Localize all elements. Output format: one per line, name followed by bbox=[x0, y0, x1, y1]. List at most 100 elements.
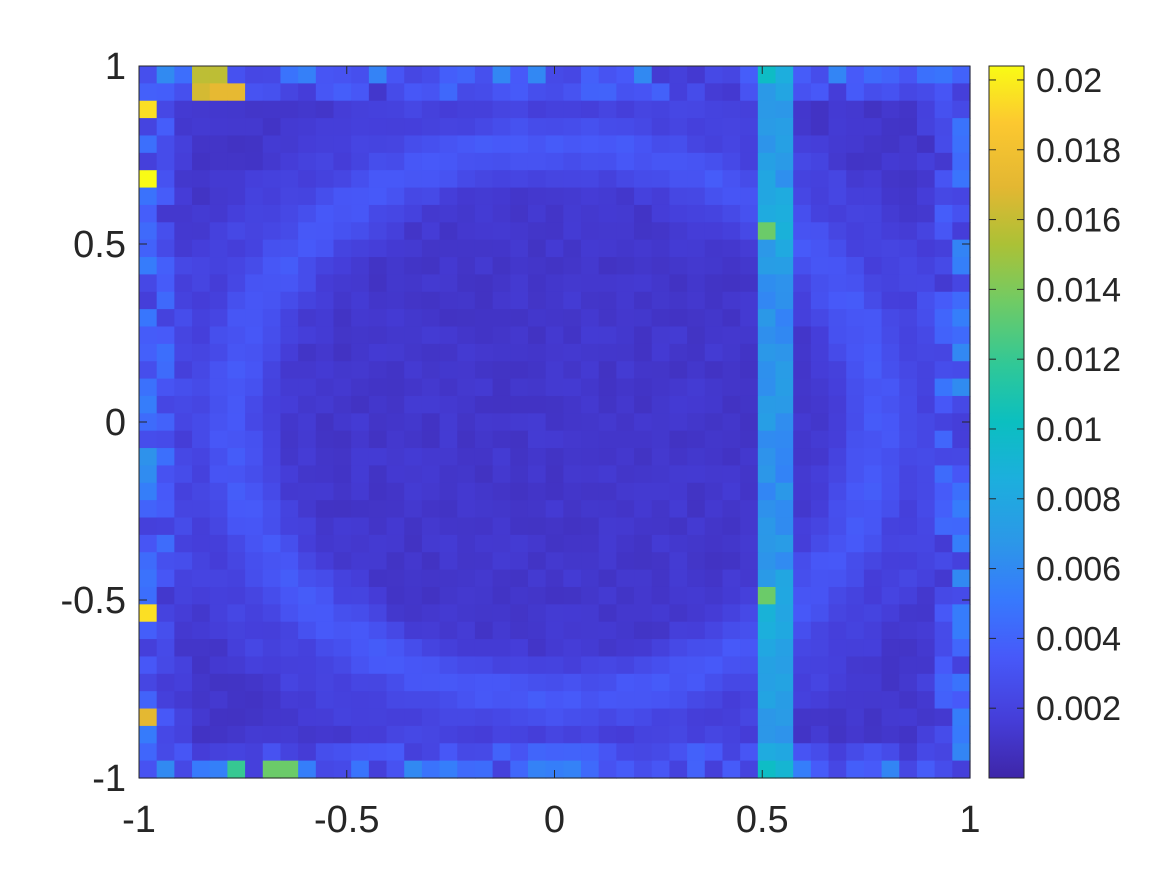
heatmap-cell bbox=[209, 586, 228, 605]
heatmap-cell bbox=[545, 378, 564, 397]
heatmap-cell bbox=[439, 517, 458, 536]
heatmap-cell bbox=[687, 430, 706, 449]
heatmap-cell bbox=[421, 135, 441, 154]
heatmap-cell bbox=[262, 291, 282, 310]
heatmap-cell bbox=[545, 569, 564, 588]
heatmap-cell bbox=[669, 274, 688, 293]
heatmap-cell bbox=[527, 83, 547, 102]
heatmap-cell bbox=[333, 135, 352, 154]
heatmap-cell bbox=[527, 708, 547, 727]
heatmap-cell bbox=[333, 326, 352, 345]
heatmap-cell bbox=[793, 673, 812, 692]
heatmap-cell bbox=[245, 430, 264, 449]
heatmap-cell bbox=[545, 517, 564, 536]
heatmap-cell bbox=[669, 291, 688, 310]
heatmap-cell bbox=[209, 100, 228, 119]
heatmap-cell bbox=[333, 725, 352, 744]
heatmap-cell bbox=[439, 343, 458, 362]
heatmap-cell bbox=[722, 604, 741, 623]
heatmap-cell bbox=[474, 639, 494, 658]
heatmap-cell bbox=[793, 66, 812, 84]
heatmap-cell bbox=[262, 378, 282, 397]
heatmap-cell bbox=[846, 534, 865, 553]
heatmap-cell bbox=[510, 708, 529, 727]
heatmap-cell bbox=[881, 691, 900, 710]
heatmap-cell bbox=[333, 83, 352, 102]
heatmap-cell bbox=[280, 152, 299, 171]
heatmap-cell bbox=[139, 222, 158, 241]
heatmap-cell bbox=[616, 239, 635, 258]
heatmap-cell bbox=[156, 621, 175, 640]
heatmap-cell bbox=[651, 430, 671, 449]
heatmap-cell bbox=[368, 586, 388, 605]
heatmap-cell bbox=[581, 430, 600, 449]
heatmap-cell bbox=[687, 100, 706, 119]
heatmap-cell bbox=[298, 534, 317, 553]
heatmap-cell bbox=[722, 465, 741, 484]
heatmap-cell bbox=[563, 239, 582, 258]
heatmap-cell bbox=[722, 517, 741, 536]
heatmap-cell bbox=[952, 257, 971, 275]
heatmap-cell bbox=[156, 291, 175, 310]
heatmap-cell bbox=[245, 500, 264, 519]
heatmap-cell bbox=[510, 656, 529, 675]
heatmap-cell bbox=[457, 691, 476, 710]
heatmap-cell bbox=[757, 135, 777, 154]
heatmap-cell bbox=[386, 291, 405, 310]
heatmap-cell bbox=[545, 326, 564, 345]
heatmap-cell bbox=[722, 291, 741, 310]
heatmap-cell bbox=[934, 569, 953, 588]
heatmap-cell bbox=[952, 395, 971, 414]
heatmap-cell bbox=[846, 274, 865, 293]
heatmap-cell bbox=[280, 239, 299, 258]
heatmap-cell bbox=[174, 500, 193, 519]
heatmap-cell bbox=[227, 569, 246, 588]
heatmap-cell bbox=[810, 187, 830, 206]
heatmap-cell bbox=[545, 413, 564, 432]
heatmap-cell bbox=[404, 100, 423, 119]
heatmap-cell bbox=[793, 309, 812, 328]
heatmap-cell bbox=[598, 170, 617, 189]
heatmap-cell bbox=[333, 639, 352, 658]
heatmap-cell bbox=[863, 673, 883, 692]
heatmap-cell bbox=[315, 482, 335, 501]
colorbar-tick-label: 0.008 bbox=[1036, 481, 1121, 519]
heatmap-cell bbox=[916, 204, 936, 223]
heatmap-cell bbox=[863, 326, 883, 345]
heatmap-cell bbox=[510, 152, 529, 171]
heatmap-cell bbox=[616, 378, 635, 397]
heatmap-cell bbox=[598, 569, 617, 588]
heatmap-cell bbox=[510, 482, 529, 501]
heatmap-cell bbox=[863, 66, 883, 84]
heatmap-cell bbox=[581, 534, 600, 553]
heatmap-cell bbox=[722, 187, 741, 206]
heatmap-cell bbox=[510, 187, 529, 206]
heatmap-cell bbox=[598, 743, 617, 762]
heatmap-cell bbox=[810, 517, 830, 536]
heatmap-cell bbox=[616, 309, 635, 328]
heatmap-cell bbox=[634, 656, 653, 675]
heatmap-cell bbox=[474, 552, 494, 571]
heatmap-cell bbox=[510, 395, 529, 414]
heatmap-cell bbox=[227, 430, 246, 449]
heatmap-cell bbox=[598, 448, 617, 467]
heatmap-cell bbox=[156, 66, 175, 84]
heatmap-cell bbox=[527, 673, 547, 692]
heatmap-cell bbox=[934, 118, 953, 137]
heatmap-cell bbox=[527, 66, 547, 84]
heatmap-cell bbox=[227, 482, 246, 501]
heatmap-cell bbox=[793, 743, 812, 762]
heatmap-cell bbox=[581, 187, 600, 206]
heatmap-cell bbox=[616, 135, 635, 154]
heatmap-cell bbox=[439, 673, 458, 692]
heatmap-cell bbox=[404, 361, 423, 380]
heatmap-cell bbox=[581, 239, 600, 258]
heatmap-cell bbox=[368, 552, 388, 571]
heatmap-cell bbox=[934, 482, 953, 501]
heatmap-cell bbox=[704, 691, 724, 710]
heatmap-cell bbox=[669, 552, 688, 571]
heatmap-cell bbox=[439, 465, 458, 484]
heatmap-cell bbox=[916, 170, 936, 189]
heatmap-cell bbox=[899, 691, 918, 710]
heatmap-cell bbox=[687, 187, 706, 206]
